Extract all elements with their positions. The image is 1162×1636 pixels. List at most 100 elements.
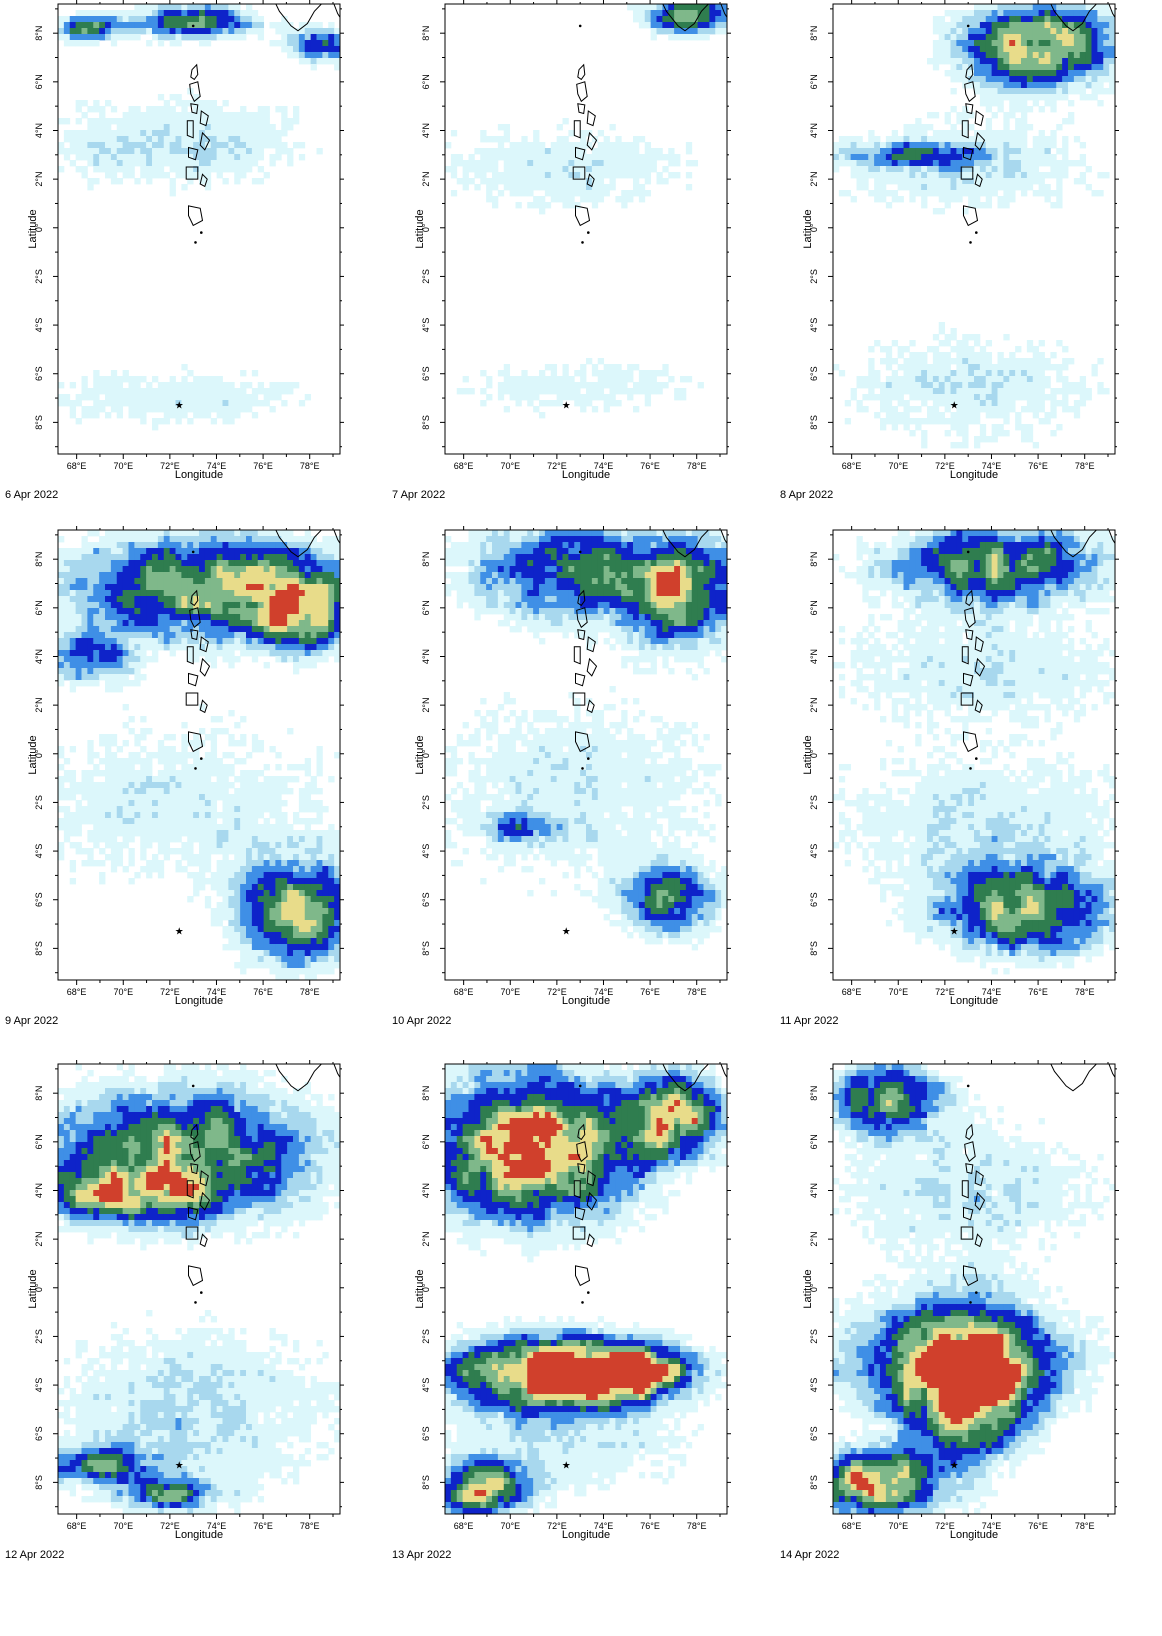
rain-cell	[105, 638, 112, 645]
rain-cell	[1056, 82, 1063, 89]
rain-cell	[169, 578, 176, 585]
rain-cell	[187, 818, 194, 825]
rain-cell	[58, 382, 65, 389]
rain-cell	[193, 542, 200, 549]
rain-cell	[1050, 388, 1057, 395]
rain-cell	[1003, 64, 1010, 71]
rain-cell	[169, 554, 176, 561]
rain-cell	[81, 614, 88, 621]
rain-cell	[968, 16, 975, 23]
rain-cell	[257, 812, 265, 819]
rain-cell	[257, 166, 265, 173]
rain-cell	[897, 196, 904, 203]
rain-cell	[181, 632, 188, 639]
rain-cell	[1021, 130, 1028, 137]
rain-cell	[204, 734, 212, 741]
rain-cell	[128, 860, 135, 867]
rain-cell	[997, 412, 1004, 419]
rain-cell	[868, 346, 875, 353]
rain-cell	[921, 124, 928, 131]
rain-cell	[562, 388, 569, 395]
rain-cell	[263, 620, 270, 627]
rain-cell	[304, 824, 312, 831]
rain-cell	[234, 884, 241, 891]
rain-cell	[334, 34, 340, 41]
rain-cell	[234, 22, 241, 29]
rain-cell	[656, 16, 663, 23]
rain-cell	[146, 614, 153, 621]
rain-cell	[897, 154, 904, 161]
rain-cell	[257, 388, 265, 395]
rain-cell	[921, 148, 928, 155]
rain-cell	[304, 638, 312, 645]
rain-cell	[615, 364, 622, 371]
rain-cell	[199, 758, 206, 765]
rain-cell	[650, 148, 657, 155]
rain-cell	[210, 638, 218, 645]
rain-cell	[921, 400, 928, 407]
rain-cell	[275, 818, 282, 825]
rain-cell	[263, 400, 270, 407]
rain-cell	[105, 824, 112, 831]
rain-cell	[298, 542, 306, 549]
rain-cell	[199, 878, 206, 885]
rain-cell	[275, 40, 282, 47]
rain-cell	[1062, 394, 1069, 401]
rain-cell	[269, 530, 276, 537]
rain-cell	[1026, 10, 1034, 17]
rain-cell	[1032, 376, 1040, 383]
rain-cell	[293, 818, 300, 825]
rain-cell	[222, 644, 229, 651]
rain-cell	[293, 536, 300, 543]
rain-cell	[169, 836, 176, 843]
maldives-atoll-outline	[188, 146, 199, 161]
rain-cell	[1050, 64, 1057, 71]
rain-cell	[163, 572, 171, 579]
rain-cell	[1003, 202, 1010, 209]
rain-cell	[544, 376, 552, 383]
rain-cell	[204, 602, 212, 609]
rain-cell	[304, 608, 312, 615]
rain-cell	[1044, 358, 1051, 365]
rain-cell	[1062, 82, 1069, 89]
rain-cell	[140, 812, 147, 819]
rain-cell	[228, 554, 235, 561]
rain-cell	[93, 620, 100, 627]
rain-cell	[157, 614, 165, 621]
rain-cell	[680, 376, 687, 383]
rain-cell	[304, 536, 312, 543]
rain-cell	[503, 388, 511, 395]
rain-cell	[181, 542, 188, 549]
rain-cell	[222, 848, 229, 855]
rain-cell	[1068, 88, 1075, 95]
rain-cell	[556, 190, 563, 197]
rain-cell	[116, 800, 124, 807]
rain-cell	[316, 650, 323, 657]
rain-cell	[169, 560, 176, 567]
rain-cell	[263, 872, 270, 879]
rain-cell	[1021, 22, 1028, 29]
rain-cell	[263, 608, 270, 615]
rain-cell	[1062, 64, 1069, 71]
rain-cell	[257, 118, 265, 125]
rain-cell	[228, 824, 235, 831]
rain-cell	[69, 656, 77, 663]
rain-cell	[492, 178, 499, 185]
rain-cell	[1015, 172, 1022, 179]
rain-cell	[334, 548, 340, 555]
rain-cell	[263, 124, 270, 131]
rain-cell	[240, 530, 247, 537]
rain-cell	[187, 22, 194, 29]
rain-cell	[1021, 40, 1028, 47]
rain-cell	[597, 190, 605, 197]
rain-cell	[668, 22, 675, 29]
rain-cell	[163, 130, 171, 137]
rain-cell	[938, 394, 946, 401]
rain-cell	[322, 28, 329, 35]
rain-cell	[1044, 40, 1051, 47]
rain-cell	[199, 788, 206, 795]
rain-cell	[1038, 352, 1045, 359]
rain-cell	[128, 142, 135, 149]
rain-cell	[316, 554, 323, 561]
rain-cell	[1085, 388, 1092, 395]
